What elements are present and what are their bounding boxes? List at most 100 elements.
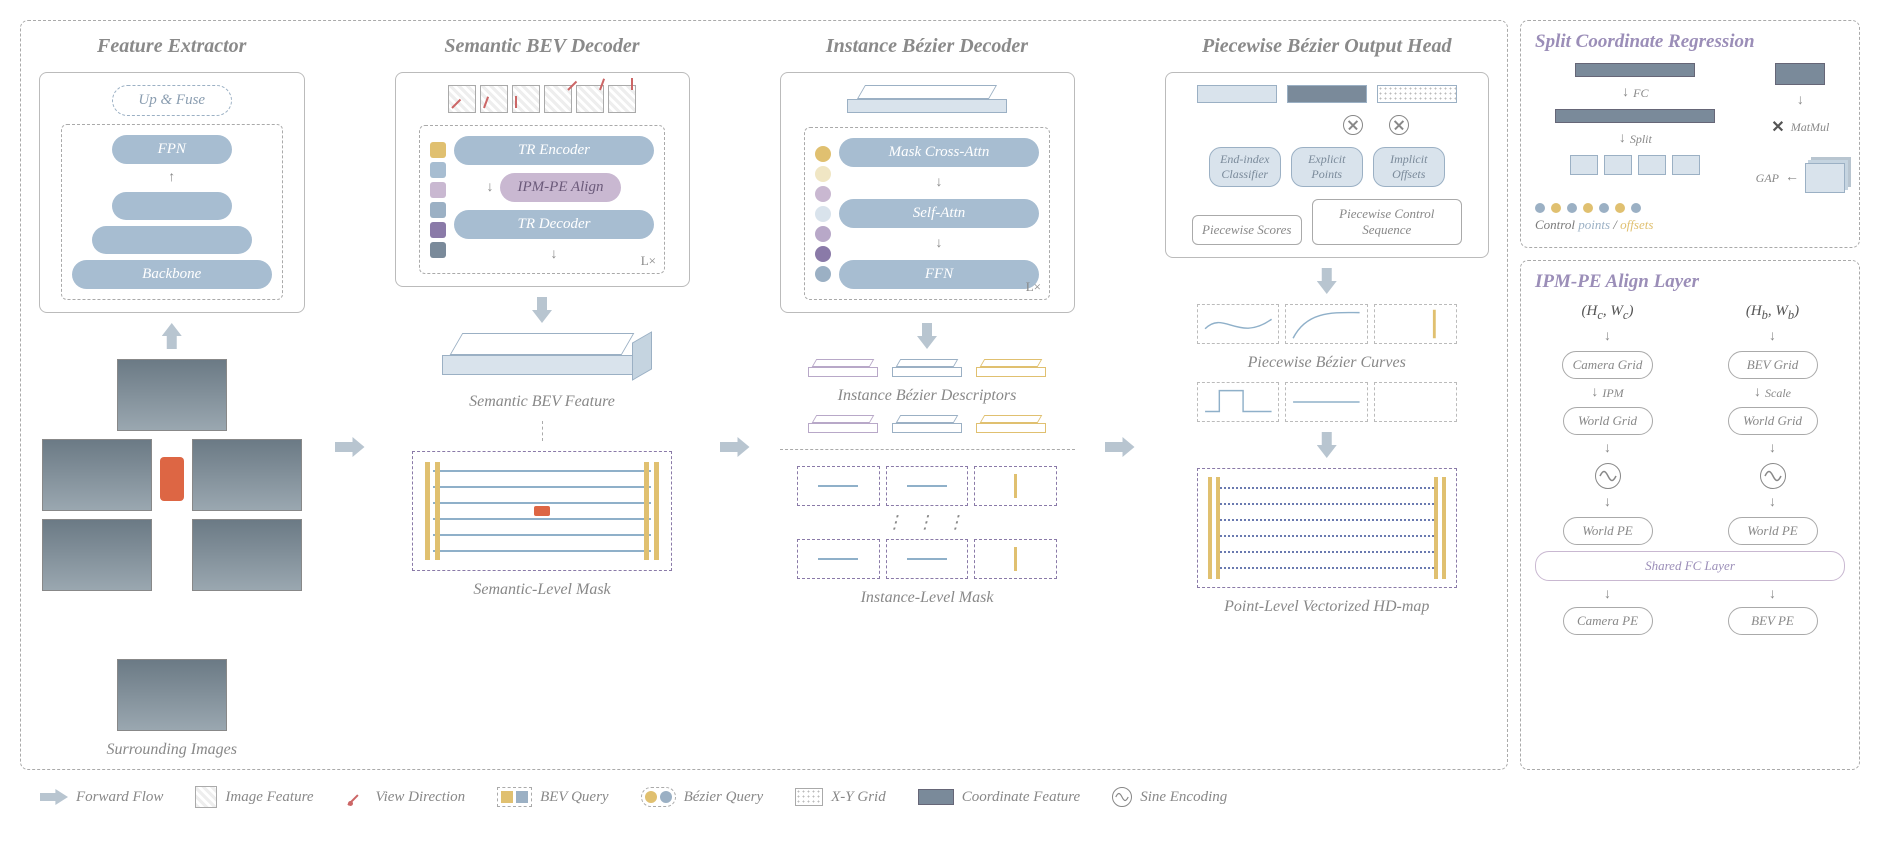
inst-line: [818, 485, 858, 487]
legend-label: BEV Query: [540, 789, 608, 806]
world-pe-node: World PE: [1563, 517, 1653, 545]
scr-pt: [1583, 203, 1593, 213]
side-title: IPM-PE Align Layer: [1535, 271, 1845, 293]
backbone-pill: Backbone: [72, 260, 272, 289]
bev-query: [430, 202, 446, 218]
bev-query: [430, 242, 446, 258]
pt-line: [1216, 503, 1438, 505]
diagram-root: Feature Extractor Up & Fuse FPN ↑ Backbo…: [20, 20, 1860, 812]
slab-face: [632, 331, 652, 381]
legend-coord-feature: Coordinate Feature: [918, 789, 1080, 806]
pt-line: [1216, 535, 1438, 537]
arrow-icon: ↓: [1619, 131, 1626, 147]
bezier-query: [815, 146, 831, 162]
explicit-pill: Explicit Points: [1291, 147, 1363, 187]
scr-bar: [1555, 109, 1715, 123]
lane-line: [433, 518, 651, 520]
arrow-icon: ↓: [1769, 587, 1776, 603]
pt-x: [1208, 477, 1212, 579]
curve-cell: [1285, 304, 1368, 344]
arrow-icon: ↓: [936, 175, 943, 191]
bezier-query: [815, 266, 831, 282]
hb-wb-label: (Hb, Wb): [1746, 303, 1799, 323]
curve-cell: [1374, 304, 1457, 344]
dashed-connector: [780, 449, 1075, 450]
scr-pt: [1551, 203, 1561, 213]
stage-title: Semantic BEV Decoder: [444, 35, 639, 58]
instance-cell: [974, 539, 1057, 579]
point-map: [1197, 468, 1457, 588]
lane-line: [433, 550, 651, 552]
stage-instance-decoder: Instance Bézier Decoder: [780, 35, 1075, 607]
legend-image-feature: Image Feature: [195, 786, 313, 808]
legend-label: View Direction: [376, 789, 466, 806]
inst-line: [907, 558, 947, 560]
arrow-icon: ↓: [1797, 93, 1804, 109]
view-tile: [512, 85, 540, 113]
cam-img: [117, 359, 227, 431]
arrow-icon: ↓: [1754, 385, 1761, 401]
stage-title: Feature Extractor: [97, 35, 246, 58]
slab-face: [442, 355, 642, 375]
cam-img: [117, 659, 227, 731]
slab-face: [450, 333, 635, 355]
sem-inner: TR Encoder ↓ IPM-PE Align TR Decoder ↓ L…: [419, 125, 665, 274]
scr-right: ↓ ✕ MatMul GAP ←: [1756, 63, 1845, 193]
legend-bev-query: BEV Query: [497, 787, 608, 807]
bev-query-col: [430, 142, 446, 258]
instance-cell: [797, 539, 880, 579]
ctrl-sep: /: [1613, 217, 1617, 232]
inst-bar: [1014, 474, 1017, 498]
tr-decoder-pill: TR Decoder: [454, 210, 654, 239]
scr-cube: [1604, 155, 1632, 175]
bev-query: [430, 162, 446, 178]
cam-img: [192, 439, 302, 511]
semantic-mask: [412, 451, 672, 571]
legend-label: Image Feature: [225, 789, 313, 806]
bev-query: [430, 222, 446, 238]
arrow-icon: ↓: [1622, 85, 1629, 101]
head-box: End-index Classifier Explicit Points Imp…: [1165, 72, 1490, 258]
descriptors-label: Instance Bézier Descriptors: [838, 387, 1017, 405]
ped-xing: [425, 462, 430, 560]
cam-img: [42, 439, 152, 511]
scr-pt: [1535, 203, 1545, 213]
scale-label: Scale: [1765, 386, 1791, 401]
self-attn-pill: Self-Attn: [839, 199, 1039, 228]
stage-feature-extractor: Feature Extractor Up & Fuse FPN ↑ Backbo…: [39, 35, 305, 759]
legend-sine-encoding: Sine Encoding: [1112, 787, 1227, 807]
legend-bezier-query: Bézier Query: [641, 787, 764, 807]
legend-xy-grid: X-Y Grid: [795, 788, 886, 806]
control-label: Control points / offsets: [1535, 217, 1845, 233]
arrow-icon: ↓: [1604, 495, 1611, 511]
camera-pe-node: Camera PE: [1563, 607, 1653, 635]
legend: Forward Flow Image Feature View Directio…: [20, 782, 1860, 812]
scr-pt: [1599, 203, 1609, 213]
semantic-mask-label: Semantic-Level Mask: [473, 581, 610, 599]
upfuse-pill: Up & Fuse: [112, 85, 232, 116]
instance-mask-label: Instance-Level Mask: [861, 589, 994, 607]
inst-inner: Mask Cross-Attn ↓ Self-Attn ↓ FFN L×: [804, 127, 1050, 300]
world-grid-node: World Grid: [1563, 407, 1653, 435]
legend-label: Bézier Query: [684, 789, 764, 806]
bezier-query: [815, 206, 831, 222]
flow-arrow-icon: [335, 437, 365, 457]
lane-line: [433, 534, 651, 536]
arrow-icon: ↑: [168, 170, 175, 186]
curve-cell: [1374, 382, 1457, 422]
sem-box: TR Encoder ↓ IPM-PE Align TR Decoder ↓ L…: [395, 72, 690, 287]
arrow-icon: ←: [1785, 170, 1799, 186]
tr-encoder-pill: TR Encoder: [454, 136, 654, 165]
lane-line: [433, 486, 651, 488]
hatch-icon: [195, 786, 217, 808]
ellipsis: ⋮ ⋮ ⋮: [797, 512, 1057, 533]
view-tile: [576, 85, 604, 113]
scr-pt: [1567, 203, 1577, 213]
camera-grid-node: Camera Grid: [1562, 351, 1654, 379]
view-tiles: [448, 85, 636, 113]
side-title: Split Coordinate Regression: [1535, 31, 1845, 53]
instance-cell: [797, 466, 880, 506]
arrow-icon: ↓: [936, 236, 943, 252]
fc-label: FC: [1633, 86, 1648, 101]
pt-x: [1434, 477, 1438, 579]
